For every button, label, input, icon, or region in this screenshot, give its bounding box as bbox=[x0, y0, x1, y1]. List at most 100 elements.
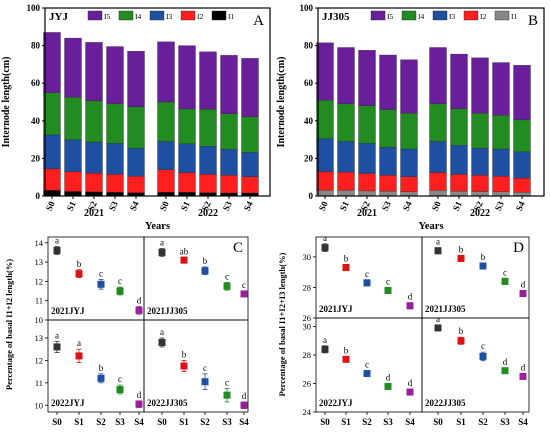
subplot-2021JYJ: 10 11 12 13 14 a b c c d 2021JYJ bbox=[35, 236, 145, 325]
data-point bbox=[501, 277, 509, 285]
x-tick-label: S0 bbox=[317, 199, 330, 212]
significance-letter: a bbox=[160, 238, 164, 248]
y-tick-label: 13 bbox=[35, 333, 44, 343]
bar-segment-i3 bbox=[199, 146, 217, 175]
bar-segment-i3 bbox=[106, 143, 124, 175]
bar-segment-i4 bbox=[471, 113, 489, 149]
subplot-title: 2021JYJ bbox=[51, 306, 85, 316]
panel-letter: C bbox=[233, 240, 243, 256]
bar-segment-i2 bbox=[85, 172, 103, 193]
legend-swatch-i1 bbox=[211, 10, 227, 21]
significance-letter: c bbox=[225, 377, 229, 387]
legend-label: I4 bbox=[135, 12, 141, 21]
data-point bbox=[240, 290, 248, 298]
legend-label: I2 bbox=[197, 12, 203, 21]
year-label: 2022 bbox=[198, 208, 218, 219]
bar-segment-i3 bbox=[379, 146, 397, 176]
significance-letter: d bbox=[521, 279, 526, 289]
panel-title: JJ305 bbox=[322, 11, 350, 23]
significance-letter: a bbox=[55, 236, 59, 246]
x-tick-label: S0 bbox=[430, 199, 443, 212]
bar-segment-i1 bbox=[337, 190, 355, 197]
bar-segment-i4 bbox=[241, 116, 259, 153]
data-point bbox=[342, 264, 350, 272]
bar-segment-i3 bbox=[220, 149, 238, 176]
y-tick-label: 40 bbox=[304, 116, 314, 126]
y-tick-label: 24 bbox=[303, 407, 312, 417]
y-tick-label: 60 bbox=[304, 78, 314, 88]
data-point bbox=[180, 256, 188, 264]
bar-segment-i4 bbox=[400, 113, 418, 150]
bar-segment-i1 bbox=[492, 191, 510, 197]
y-tick-label: 12 bbox=[35, 276, 44, 286]
panel-D: 26 28 30 a b c c d 2021JYJ a b b c d 2021JJ305 24 26 28 30… bbox=[277, 233, 530, 427]
significance-letter: b bbox=[459, 244, 464, 254]
x-tick-label: S1 bbox=[179, 417, 189, 427]
significance-letter: d bbox=[137, 390, 142, 400]
x-tick-label: S1 bbox=[179, 199, 192, 212]
y-tick-label: 30 bbox=[303, 322, 312, 332]
bar-segment-i4 bbox=[178, 108, 196, 144]
bar-segment-i3 bbox=[241, 152, 259, 177]
legend-swatch-i5 bbox=[370, 10, 386, 21]
bar-segment-i5 bbox=[450, 53, 468, 109]
y-tick-label: 28 bbox=[303, 350, 312, 360]
data-point bbox=[384, 286, 392, 294]
significance-letter: c bbox=[99, 268, 103, 278]
subplot-title: 2021JJ305 bbox=[147, 306, 188, 316]
data-point bbox=[342, 355, 350, 363]
significance-letter: c bbox=[225, 271, 229, 281]
data-point bbox=[363, 279, 371, 287]
bar-segment-i2 bbox=[358, 173, 376, 192]
data-point bbox=[501, 367, 509, 375]
data-point bbox=[519, 372, 527, 380]
significance-letter: b bbox=[344, 345, 349, 355]
x-tick-label: S0 bbox=[44, 199, 57, 212]
y-tick-label: 13 bbox=[35, 257, 44, 267]
panel-A: 0 20 40 60 80 100 S0 S1 S2 S3 S4 S0 S1 S2 S3 S4 2021 2022… bbox=[1, 3, 271, 232]
data-point bbox=[97, 280, 105, 288]
bar-segment-i2 bbox=[429, 172, 447, 191]
bar-segment-i2 bbox=[43, 168, 61, 191]
bar-segment-i2 bbox=[157, 169, 175, 193]
data-point bbox=[321, 244, 329, 252]
x-tick-label: S4 bbox=[242, 199, 255, 212]
significance-letter: c bbox=[203, 363, 207, 373]
bar-segment-i1 bbox=[379, 191, 397, 197]
data-point bbox=[223, 391, 231, 399]
bar-segment-i5 bbox=[429, 47, 447, 105]
significance-letter: a bbox=[77, 338, 81, 348]
x-axis-title: Years bbox=[418, 221, 443, 232]
x-tick-label: S3 bbox=[115, 417, 125, 427]
bar-segment-i1 bbox=[316, 190, 334, 197]
subplot-2021JJ305: a b b c d 2021JJ305 bbox=[421, 236, 530, 319]
x-tick-label: S3 bbox=[500, 417, 510, 427]
x-tick-label: S4 bbox=[514, 199, 527, 212]
bar-segment-i4 bbox=[358, 105, 376, 144]
y-tick-label: 14 bbox=[35, 238, 44, 248]
x-tick-label: S3 bbox=[380, 199, 393, 212]
bar-segment-i5 bbox=[157, 41, 175, 103]
bar-segment-i2 bbox=[450, 174, 468, 192]
bar-segment-i5 bbox=[492, 62, 510, 116]
bar-segment-i4 bbox=[43, 92, 61, 136]
data-point bbox=[116, 386, 124, 394]
bar-segment-i4 bbox=[450, 108, 468, 146]
data-point bbox=[479, 262, 487, 270]
significance-letter: c bbox=[365, 269, 369, 279]
subplot-title: 2022JYJ bbox=[51, 398, 85, 408]
x-axis-title: Years bbox=[145, 221, 170, 232]
bar-segment-i4 bbox=[429, 103, 447, 142]
significance-letter: a bbox=[436, 237, 440, 247]
data-point bbox=[363, 370, 371, 378]
bar-segment-i5 bbox=[199, 51, 217, 110]
x-tick-label: S3 bbox=[383, 417, 393, 427]
bar-segment-i4 bbox=[379, 109, 397, 148]
x-tick-label: S2 bbox=[359, 199, 372, 212]
panel-letter: D bbox=[513, 240, 524, 256]
data-point bbox=[434, 247, 442, 255]
x-tick-label: S0 bbox=[433, 417, 443, 427]
data-point bbox=[53, 343, 61, 351]
legend-swatch-i3 bbox=[149, 10, 165, 21]
